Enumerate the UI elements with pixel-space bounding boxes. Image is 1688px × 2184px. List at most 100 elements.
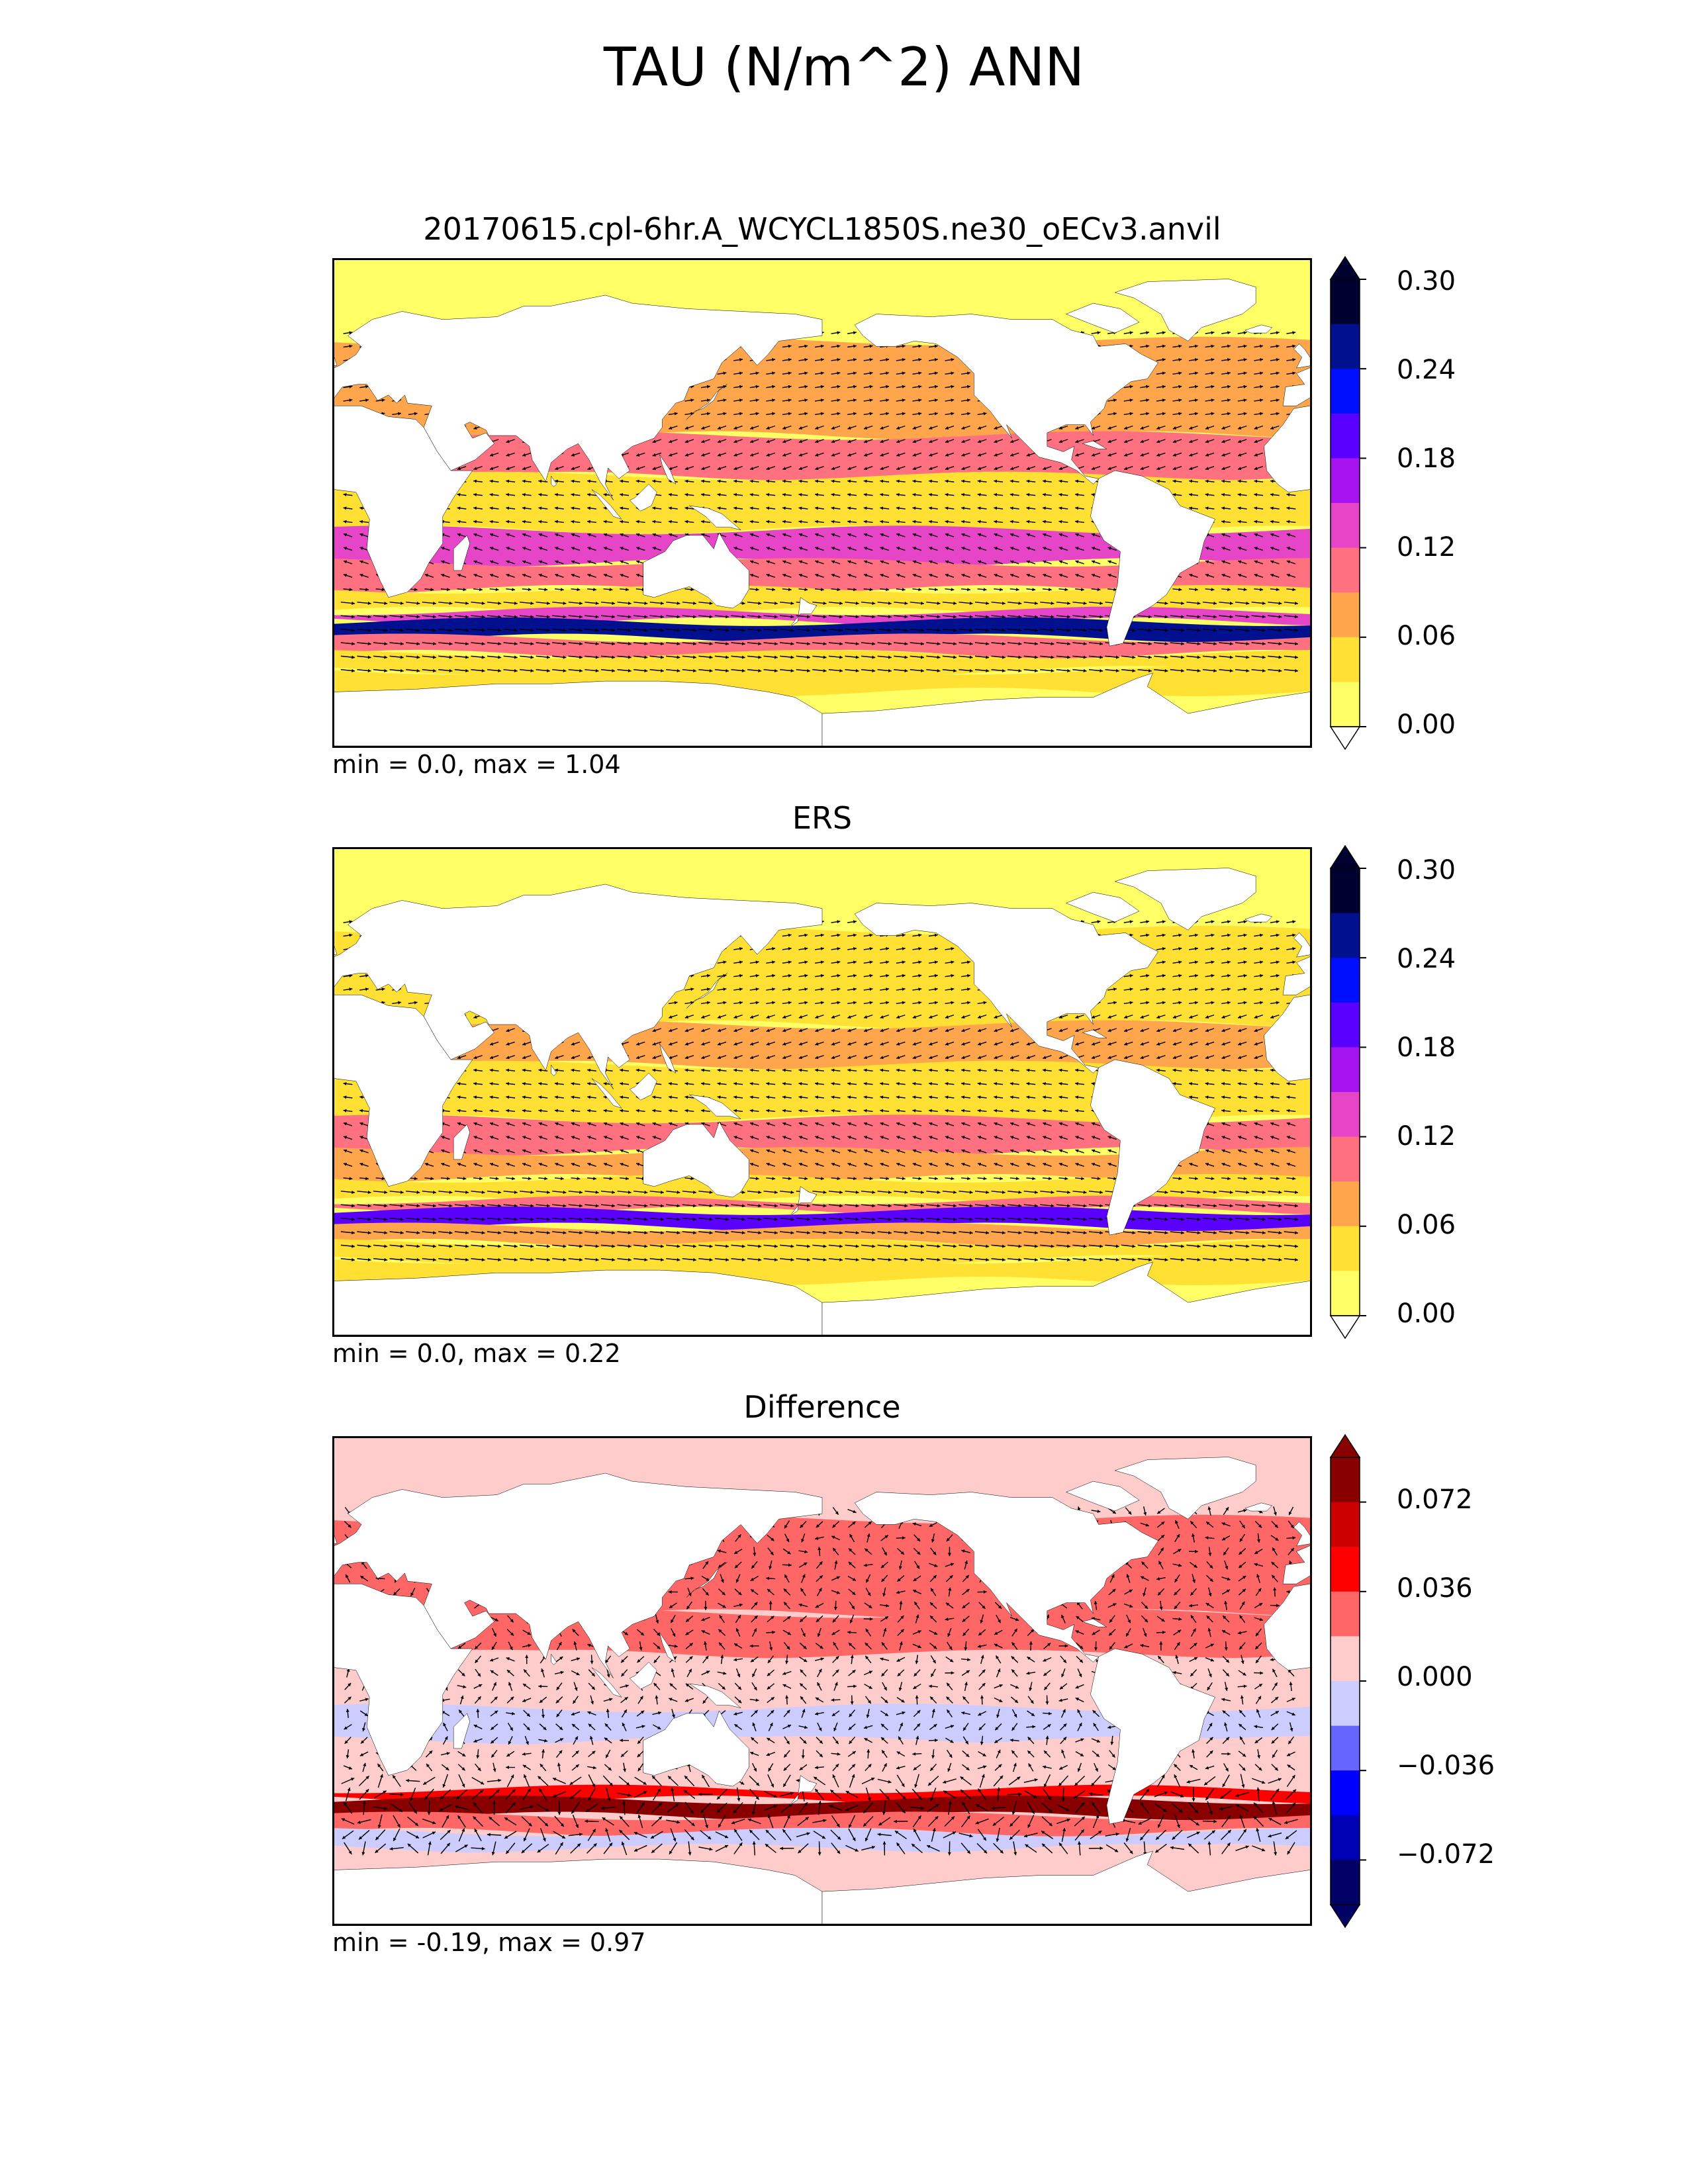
wind-arrow-head xyxy=(1286,1122,1290,1126)
wind-arrow-head xyxy=(1043,1149,1047,1153)
wind-arrow-head xyxy=(1083,1231,1087,1235)
wind-arrow-head xyxy=(1205,1162,1209,1166)
wind-arrow-head xyxy=(961,506,965,510)
wind-arrow-head xyxy=(603,1136,608,1139)
wind-arrow-head xyxy=(1080,1177,1084,1181)
wind-arrow-head xyxy=(920,642,924,646)
wind-arrow-head xyxy=(1197,601,1201,606)
wind-arrow-head xyxy=(1229,601,1233,606)
wind-arrow-head xyxy=(798,453,802,457)
wind-arrow-head xyxy=(1194,588,1198,592)
wind-arrow-head xyxy=(864,1162,868,1166)
wind-arrow-head xyxy=(837,371,841,375)
wind-arrow-head xyxy=(1042,1095,1046,1099)
wind-arrow-head xyxy=(644,668,648,672)
wind-arrow-head xyxy=(1018,1244,1022,1248)
wind-arrow-head xyxy=(684,439,689,443)
wind-arrow-head xyxy=(733,506,737,510)
wind-arrow-head xyxy=(1262,615,1266,619)
wind-arrow-head xyxy=(782,439,786,443)
wind-arrow-head xyxy=(1107,426,1111,430)
wind-arrow-head xyxy=(473,1149,477,1153)
wind-arrow-head xyxy=(1042,1081,1046,1086)
wind-arrow-head xyxy=(772,1177,776,1181)
wind-arrow-head xyxy=(790,1257,794,1261)
wind-arrow-head xyxy=(571,453,575,457)
wind-arrow-head xyxy=(994,1162,998,1166)
wind-arrow-head xyxy=(530,1231,534,1235)
wind-arrow-head xyxy=(498,1190,502,1195)
wind-arrow-head xyxy=(506,453,510,457)
wind-arrow-head xyxy=(869,398,873,402)
wind-arrow-head xyxy=(869,358,873,362)
wind-arrow-head xyxy=(1009,1068,1013,1072)
wind-arrow-head xyxy=(620,533,624,537)
wind-arrow-head xyxy=(807,668,810,672)
wind-arrow-head xyxy=(1221,573,1225,577)
wind-arrow-head xyxy=(888,642,892,646)
wind-arrow-head xyxy=(1058,1109,1062,1113)
wind-arrow-head xyxy=(489,1136,494,1139)
wind-arrow-head xyxy=(538,560,542,564)
wind-arrow-head xyxy=(463,1177,467,1181)
wind-arrow-head xyxy=(896,467,900,471)
wind-arrow-head xyxy=(1075,453,1079,457)
wind-arrow-head xyxy=(416,601,420,606)
wind-arrow-head xyxy=(1067,628,1071,632)
wind-arrow-head xyxy=(1270,560,1274,564)
wind-arrow-head xyxy=(612,615,616,619)
wind-arrow-head xyxy=(1221,1136,1225,1139)
wind-arrow-head xyxy=(880,1081,884,1086)
wind-arrow-head xyxy=(441,1149,445,1153)
wind-arrow-head xyxy=(820,358,824,362)
wind-arrow-head xyxy=(741,601,745,606)
colorbar-swatch xyxy=(1331,637,1360,682)
wind-arrow-head xyxy=(489,1149,494,1153)
wind-arrow-head xyxy=(733,533,737,537)
wind-arrow-head xyxy=(766,1162,770,1166)
wind-arrow-head xyxy=(416,1244,420,1248)
wind-arrow-head xyxy=(359,1136,363,1139)
wind-arrow-head xyxy=(1026,1081,1030,1086)
wind-arrow-head xyxy=(1132,1217,1136,1221)
wind-arrow-head xyxy=(1246,1231,1250,1235)
panel-2-map[interactable] xyxy=(332,847,1312,1337)
wind-arrow-head xyxy=(555,547,559,550)
wind-arrow-head xyxy=(790,1231,794,1235)
wind-arrow-head xyxy=(381,1177,385,1181)
wind-arrow-head xyxy=(1051,1204,1055,1208)
wind-arrow-head xyxy=(359,560,363,564)
panel-1-map[interactable] xyxy=(332,258,1312,748)
wind-arrow-head xyxy=(465,668,469,672)
wind-arrow-head xyxy=(620,1122,624,1126)
wind-arrow-head xyxy=(774,615,778,619)
wind-arrow-head xyxy=(755,412,759,416)
wind-arrow-head xyxy=(1246,628,1250,632)
wind-arrow-head xyxy=(1032,588,1036,592)
wind-arrow-head xyxy=(1295,642,1298,646)
wind-arrow-head xyxy=(620,1136,624,1139)
wind-arrow-head xyxy=(945,467,949,471)
wind-arrow-head xyxy=(733,1056,737,1060)
wind-arrow-head xyxy=(839,628,843,632)
wind-arrow-head xyxy=(1100,1217,1103,1221)
wind-arrow-head xyxy=(750,533,754,537)
wind-arrow-head xyxy=(709,628,713,632)
wind-arrow-head xyxy=(904,615,908,619)
wind-arrow-head xyxy=(820,1177,824,1181)
wind-arrow-head xyxy=(473,560,477,564)
wind-arrow-head xyxy=(432,601,436,606)
wind-arrow-head xyxy=(994,1081,998,1086)
wind-arrow-head xyxy=(563,1244,567,1248)
wind-arrow-head xyxy=(726,655,729,659)
wind-arrow-head xyxy=(1140,467,1144,471)
wind-arrow-head xyxy=(1083,601,1087,606)
wind-arrow-head xyxy=(758,1190,762,1195)
wind-arrow-head xyxy=(489,1109,493,1113)
wind-arrow-head xyxy=(1083,1217,1087,1221)
wind-arrow-head xyxy=(1278,615,1282,619)
wind-arrow-head xyxy=(896,1081,900,1086)
wind-arrow-head xyxy=(595,1217,599,1221)
wind-arrow-head xyxy=(706,412,710,416)
wind-arrow-head xyxy=(514,1190,518,1195)
